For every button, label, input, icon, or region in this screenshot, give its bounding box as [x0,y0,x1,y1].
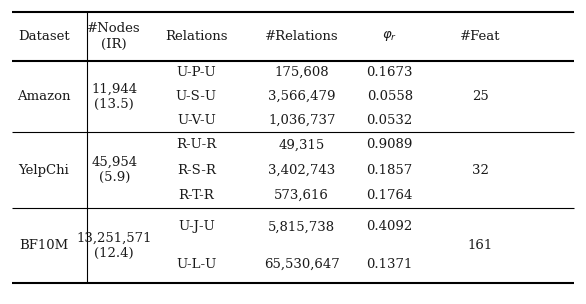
Text: 0.1673: 0.1673 [366,66,413,79]
Text: U-J-U: U-J-U [178,220,214,233]
Text: 1,036,737: 1,036,737 [268,114,336,127]
Text: 0.4092: 0.4092 [367,220,413,233]
Text: 11,944
(13.5): 11,944 (13.5) [91,82,137,111]
Text: 3,402,743: 3,402,743 [268,164,335,177]
Text: #Relations: #Relations [265,30,339,43]
Text: U-V-U: U-V-U [177,114,216,127]
Text: 0.1371: 0.1371 [366,257,413,271]
Text: U-P-U: U-P-U [176,66,216,79]
Text: 32: 32 [472,164,489,177]
Text: #Feat: #Feat [460,30,501,43]
Text: 45,954
(5.9): 45,954 (5.9) [91,156,137,184]
Text: #Nodes
(IR): #Nodes (IR) [87,22,141,50]
Text: Amazon: Amazon [17,90,71,103]
Text: 0.0558: 0.0558 [367,90,413,103]
Text: 0.9089: 0.9089 [366,138,413,151]
Text: 3,566,479: 3,566,479 [268,90,336,103]
Text: 13,251,571
(12.4): 13,251,571 (12.4) [77,231,152,260]
Text: 49,315: 49,315 [279,138,325,151]
Text: 0.1857: 0.1857 [367,164,413,177]
Text: YelpChi: YelpChi [19,164,69,177]
Text: 161: 161 [468,239,493,252]
Text: R-S-R: R-S-R [177,164,216,177]
Text: R-U-R: R-U-R [176,138,216,151]
Text: 573,616: 573,616 [274,189,329,202]
Text: 0.0532: 0.0532 [367,114,413,127]
Text: 65,530,647: 65,530,647 [264,257,340,271]
Text: BF10M: BF10M [19,239,69,252]
Text: R-T-R: R-T-R [178,189,214,202]
Text: 25: 25 [472,90,489,103]
Text: U-S-U: U-S-U [176,90,217,103]
Text: 0.1764: 0.1764 [366,189,413,202]
Text: 5,815,738: 5,815,738 [268,220,335,233]
Text: $\varphi_r$: $\varphi_r$ [382,29,397,43]
Text: 175,608: 175,608 [274,66,329,79]
Text: U-L-U: U-L-U [176,257,216,271]
Text: Dataset: Dataset [18,30,70,43]
Text: Relations: Relations [165,30,227,43]
